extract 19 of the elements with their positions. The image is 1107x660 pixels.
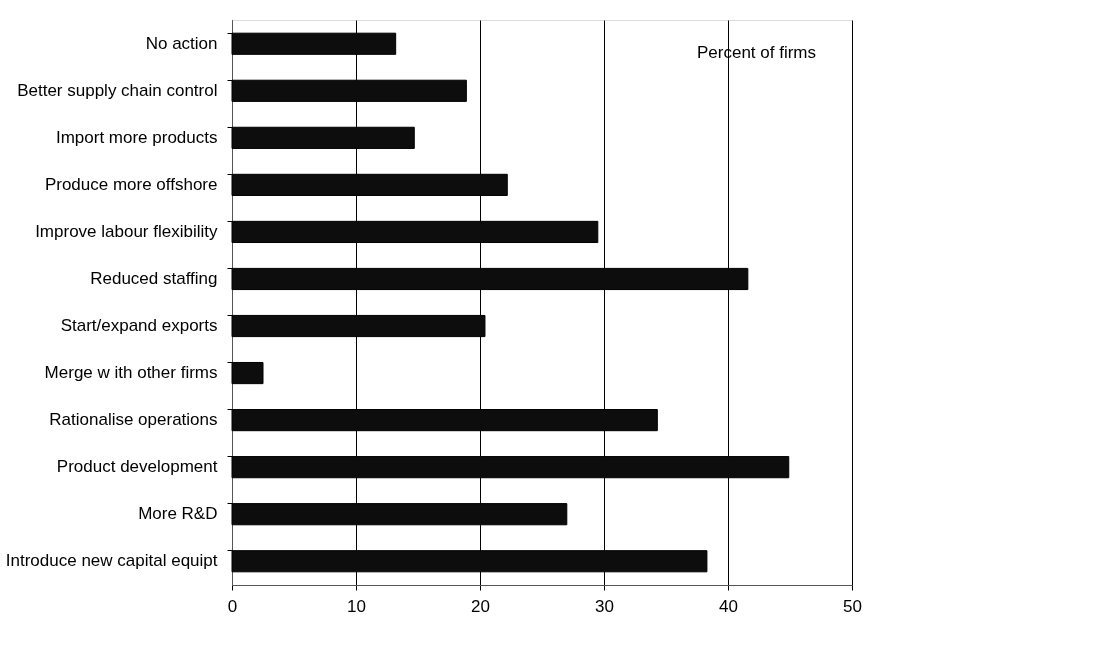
y-tick-label: Import more products: [55, 127, 218, 147]
y-tick-label: Reduced staffing: [90, 268, 218, 288]
y-tick-label: Improve labour flexibility: [35, 221, 218, 241]
y-tick-label: Better supply chain control: [17, 80, 218, 100]
x-tick-label: 30: [595, 596, 614, 616]
y-tick-label: Product development: [56, 457, 218, 477]
y-tick-label: Introduce new capital equipt: [5, 551, 218, 571]
y-tick-label: No action: [145, 33, 218, 53]
y-tick-label: More R&D: [138, 504, 218, 524]
x-tick-label: 10: [347, 596, 366, 616]
x-tick-label: 20: [471, 596, 490, 616]
y-tick-label: Start/expand exports: [60, 316, 218, 336]
y-tick-label: Produce more offshore: [44, 174, 218, 194]
y-tick-label: Rationalise operations: [49, 410, 218, 430]
x-tick-label: 50: [843, 596, 862, 616]
x-tick-label: 40: [719, 596, 738, 616]
x-tick-label: 0: [227, 596, 238, 616]
bar: [231, 361, 264, 385]
y-tick-label: Merge w ith other firms: [44, 363, 218, 383]
